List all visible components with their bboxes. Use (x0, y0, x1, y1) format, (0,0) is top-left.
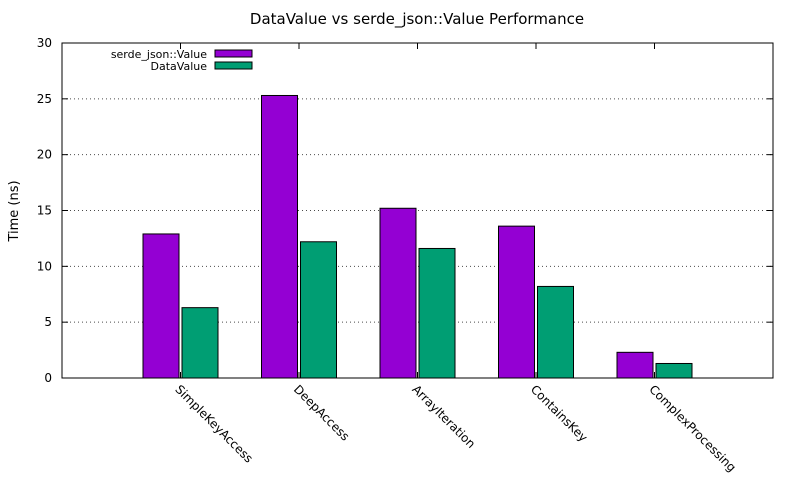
x-tick-label: ArrayIteration (409, 382, 478, 451)
bar (616, 351, 654, 379)
y-tick-label: 10 (37, 259, 52, 273)
legend-swatch (214, 61, 253, 70)
x-tick-label: SimpleKeyAccess (172, 382, 255, 465)
y-tick-label: 5 (44, 315, 52, 329)
bar (655, 362, 693, 379)
grid (62, 98, 773, 323)
legend-label: DataValue (151, 60, 208, 73)
bar (300, 241, 337, 379)
x-tick-label: DeepAccess (291, 382, 352, 443)
chart-title: DataValue vs serde_json::Value Performan… (250, 10, 584, 29)
y-axis-label: Time (ns) (7, 180, 22, 242)
x-tick-label: ContainsKey (528, 382, 590, 444)
bar (537, 285, 574, 379)
x-tick-label: ComplexProcessing (646, 382, 738, 474)
legend-swatch (214, 49, 253, 58)
y-tick-label: 25 (37, 92, 52, 106)
y-tick-label: 20 (37, 148, 52, 162)
y-tick-label: 30 (37, 36, 52, 50)
bars (142, 94, 693, 379)
y-tick-label: 15 (37, 204, 52, 218)
bar (379, 207, 417, 379)
bar (418, 247, 456, 379)
y-tick-label: 0 (44, 371, 52, 385)
bar (142, 233, 180, 379)
bar (181, 307, 219, 379)
legend-label: serde_json::Value (111, 48, 207, 61)
bar (498, 225, 535, 379)
bar (261, 94, 298, 379)
